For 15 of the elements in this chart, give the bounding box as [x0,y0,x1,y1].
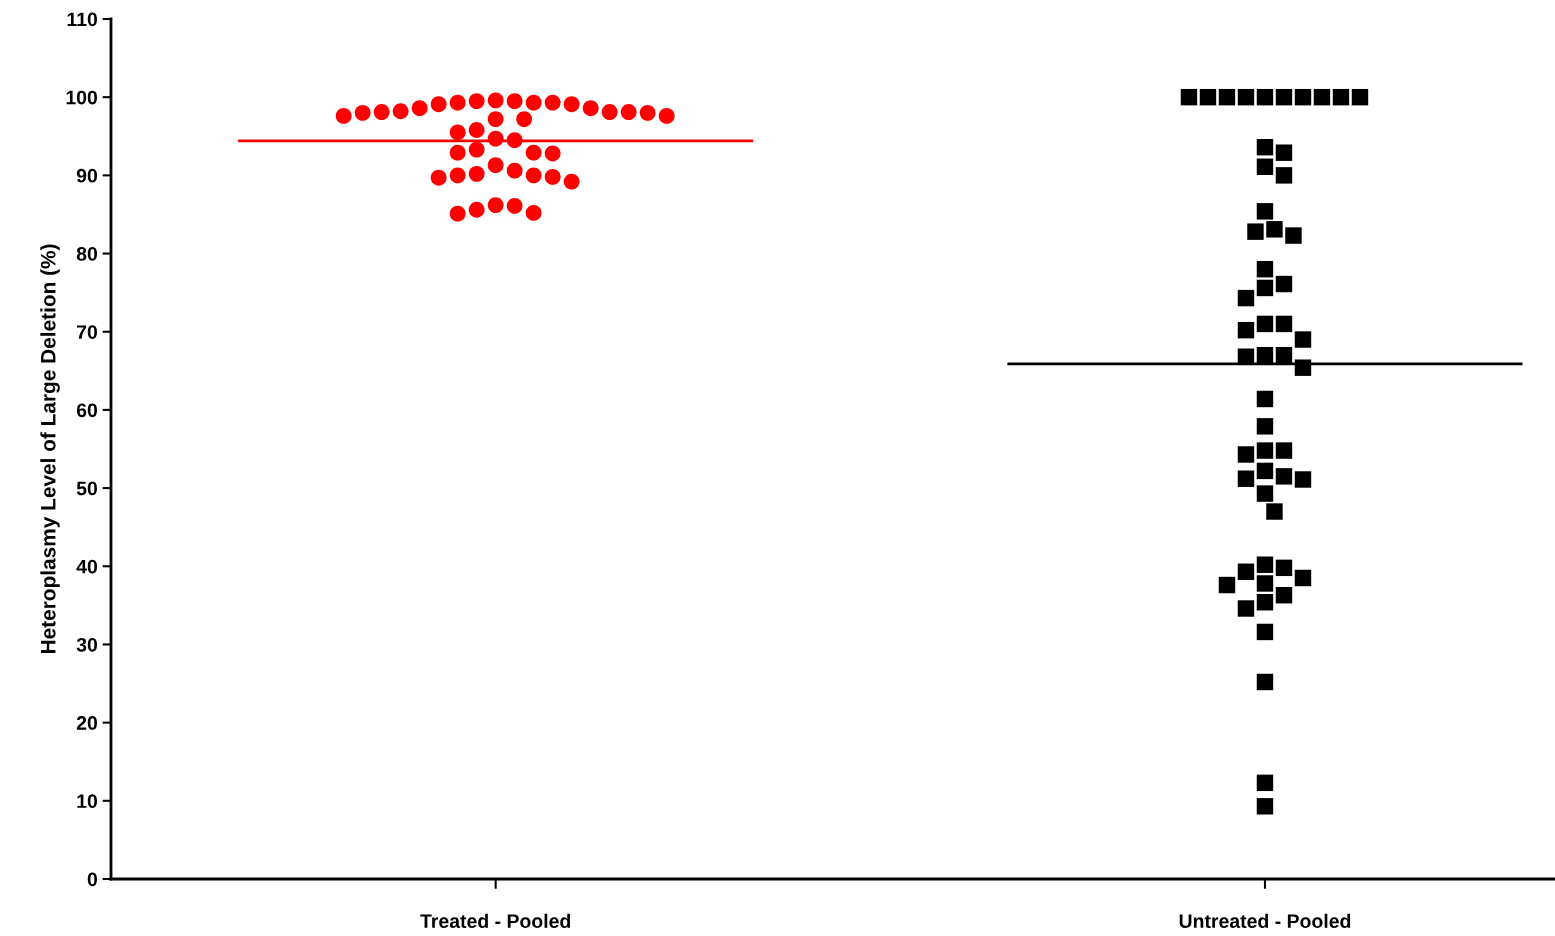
y-axis-title: Heteroplasmy Level of Large Deletion (%) [40,244,60,654]
y-tick-label: 60 [76,403,98,418]
y-tick-label: 40 [76,559,98,574]
y-tick-label: 80 [76,247,98,261]
y-tick-label: 20 [76,716,98,730]
y-tick-label: 100 [66,90,98,105]
x-tick-label: Untreated - Pooled [1179,913,1351,928]
y-tick-label: 50 [76,481,98,496]
y-tick-label: 70 [77,325,98,339]
y-tick-label: 110 [67,12,98,27]
y-tick-label: 90 [76,168,98,183]
y-tick-label: 10 [77,794,98,809]
y-tick-label: 0 [87,872,98,887]
y-tick-label: 30 [76,637,98,652]
x-tick-label: Treated - Pooled [420,913,571,928]
